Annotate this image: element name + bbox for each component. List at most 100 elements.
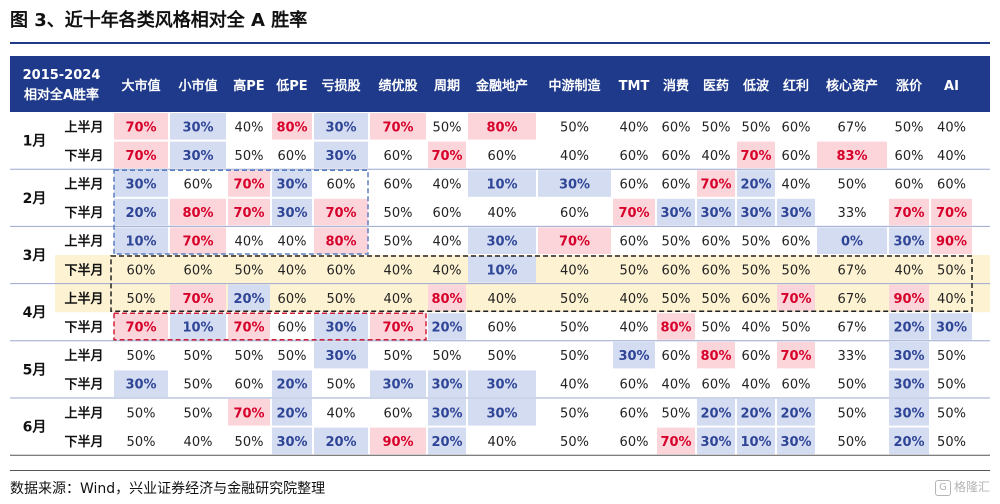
cell-value: 80% — [486, 120, 517, 135]
cell-fill — [817, 227, 887, 254]
cell-value: 60% — [662, 349, 691, 364]
cell-fill — [931, 198, 972, 226]
cell-value: 60% — [488, 321, 517, 336]
cell-value: 80% — [276, 120, 307, 135]
cell-value: 30% — [486, 378, 517, 393]
half-label: 上半月 — [64, 405, 103, 421]
cell-fill — [889, 399, 929, 426]
cell-value: 70% — [740, 149, 771, 164]
column-header: 小市值 — [178, 78, 217, 94]
cell-value: 60% — [560, 206, 589, 221]
cell-value: 70% — [325, 206, 356, 221]
cell-value: 50% — [782, 263, 811, 278]
cell-value: 10% — [740, 435, 771, 450]
cell-value: 70% — [182, 235, 213, 250]
month-label: 1月 — [23, 134, 47, 150]
cell-value: 70% — [233, 206, 264, 221]
cell-value: 80% — [325, 235, 356, 250]
cell-value: 30% — [325, 349, 356, 364]
cell-value: 50% — [662, 235, 691, 250]
cell-fill — [468, 113, 536, 140]
cell-value: 60% — [702, 378, 731, 393]
cell-value: 60% — [782, 149, 811, 164]
cell-fill — [931, 313, 972, 340]
cell-value: 50% — [560, 120, 589, 135]
cell-fill — [228, 198, 270, 226]
cell-value: 40% — [433, 178, 462, 193]
cell-value: 30% — [276, 206, 307, 221]
cell-value: 70% — [182, 292, 213, 307]
cell-value: 50% — [127, 435, 156, 450]
cell-fill — [657, 198, 695, 226]
cell-value: 60% — [620, 406, 649, 421]
cell-value: 30% — [486, 406, 517, 421]
cell-value: 70% — [125, 149, 156, 164]
win-rate-table: 2015-2024 相对全A胜率 大市值 小市值 高PE 低PE 亏损股 绩优股 周期 金融地产 中… — [10, 56, 990, 456]
column-header: AI — [944, 79, 959, 94]
column-header: 低波 — [742, 78, 770, 94]
cell-fill — [777, 284, 815, 312]
cell-fill — [314, 341, 368, 369]
cell-fill — [697, 170, 735, 197]
half-label: 上半月 — [64, 291, 103, 307]
cell-value: 30% — [125, 378, 156, 393]
cell-fill — [428, 141, 466, 169]
cell-value: 80% — [431, 292, 462, 307]
cell-value: 60% — [620, 149, 649, 164]
cell-fill — [228, 399, 270, 426]
cell-fill — [657, 313, 695, 340]
cell-value: 40% — [937, 120, 966, 135]
cell-value: 67% — [838, 321, 867, 336]
cell-value: 30% — [618, 349, 649, 364]
cell-value: 33% — [838, 206, 867, 221]
cell-value: 20% — [431, 321, 462, 336]
cell-value: 0% — [841, 235, 863, 250]
cell-value: 40% — [384, 263, 413, 278]
cell-value: 50% — [278, 349, 307, 364]
cell-value: 50% — [937, 406, 966, 421]
cell-fill — [228, 170, 270, 197]
cell-value: 60% — [433, 206, 462, 221]
column-header: 大市值 — [121, 78, 160, 94]
cell-value: 90% — [382, 435, 413, 450]
title-rule — [10, 42, 990, 44]
cell-fill — [314, 113, 368, 140]
column-header: 核心资产 — [826, 78, 878, 94]
cell-value: 60% — [895, 178, 924, 193]
cell-fill — [468, 399, 536, 426]
half-label: 下半月 — [64, 434, 103, 450]
cell-value: 60% — [742, 292, 771, 307]
cell-value: 40% — [742, 321, 771, 336]
column-header: TMT — [619, 79, 650, 94]
cell-fill — [468, 227, 536, 254]
cell-fill — [889, 227, 929, 254]
cell-value: 50% — [235, 149, 264, 164]
month-label: 5月 — [23, 362, 47, 378]
cell-value: 50% — [838, 435, 867, 450]
cell-value: 30% — [700, 435, 731, 450]
cell-fill — [889, 370, 929, 397]
cell-fill — [314, 198, 368, 226]
cell-value: 30% — [893, 378, 924, 393]
cell-fill — [114, 113, 168, 140]
cell-value: 40% — [702, 149, 731, 164]
cell-value: 60% — [620, 235, 649, 250]
cell-value: 40% — [620, 120, 649, 135]
cell-fill — [314, 313, 368, 340]
header-bg — [10, 56, 990, 112]
cell-value: 70% — [125, 321, 156, 336]
cell-fill — [114, 170, 168, 197]
cell-fill — [170, 227, 226, 254]
cell-value: 90% — [893, 292, 924, 307]
cell-value: 20% — [431, 435, 462, 450]
cell-value: 60% — [278, 321, 307, 336]
cell-value: 40% — [488, 435, 517, 450]
cell-fill — [272, 113, 312, 140]
cell-value: 30% — [780, 435, 811, 450]
cell-fill — [889, 313, 929, 340]
cell-fill — [114, 141, 168, 169]
cell-value: 30% — [431, 378, 462, 393]
cell-fill — [428, 427, 466, 455]
cell-fill — [889, 427, 929, 455]
cell-value: 70% — [233, 321, 264, 336]
